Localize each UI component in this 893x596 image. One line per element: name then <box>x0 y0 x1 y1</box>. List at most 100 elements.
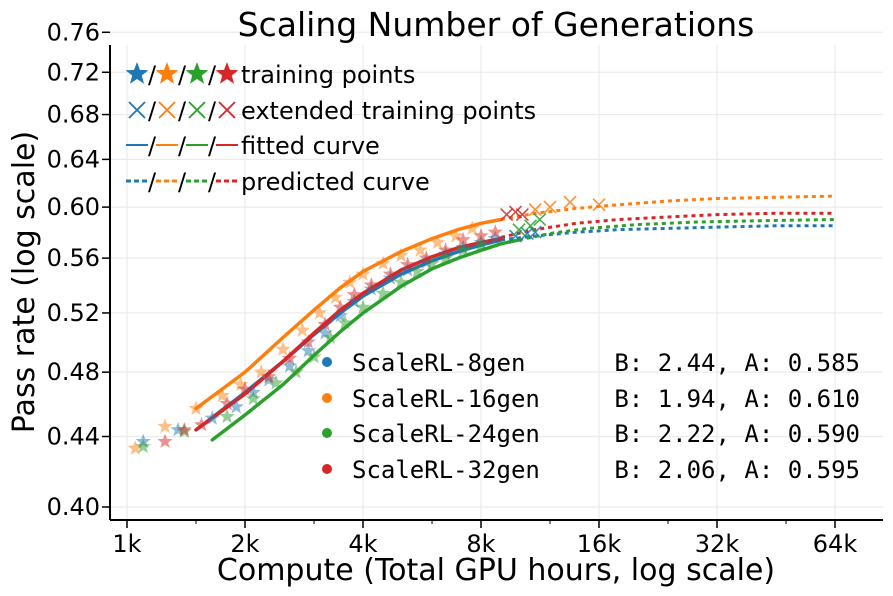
training-point <box>455 242 471 257</box>
training-point <box>300 342 316 358</box>
axes <box>109 45 883 521</box>
legend-series-dot <box>322 357 332 367</box>
legend-series-params: B: 2.06, A: 0.595 <box>614 456 860 484</box>
extended-point <box>520 226 534 241</box>
training-point <box>282 358 298 373</box>
extended-point <box>592 198 606 212</box>
y-tick-label: 0.56 <box>47 244 100 272</box>
training-point <box>300 333 316 349</box>
legend-series-dot <box>322 464 332 474</box>
training-point <box>393 247 409 262</box>
y-tick-label: 0.60 <box>47 193 100 221</box>
chart-title: Scaling Number of Generations <box>238 5 755 44</box>
legend-series-params: B: 2.44, A: 0.585 <box>614 349 860 377</box>
training-point <box>346 286 362 302</box>
y-tick-label: 0.52 <box>47 299 100 327</box>
training-point <box>127 440 143 455</box>
legend-x-icon <box>218 101 236 119</box>
training-point <box>317 325 333 340</box>
training-point <box>233 376 249 392</box>
training-point <box>455 231 471 247</box>
training-point <box>382 266 399 281</box>
legend-series-name: ScaleRL-16gen <box>352 385 540 413</box>
legend-slash: / <box>208 132 217 160</box>
training-point <box>448 228 464 243</box>
y-tick-label: 0.40 <box>47 493 100 521</box>
legend-star-icon <box>125 62 149 84</box>
training-point <box>438 242 454 257</box>
training-point <box>418 250 434 265</box>
legend-series-params: B: 2.22, A: 0.590 <box>614 420 860 448</box>
y-tick-label: 0.48 <box>47 358 100 386</box>
training-point <box>268 375 284 390</box>
x-tick-label: 64k <box>813 530 858 558</box>
training-point <box>157 433 173 449</box>
predicted-curve <box>500 211 835 239</box>
extended-point <box>528 203 542 217</box>
training-point <box>275 341 291 356</box>
legend-series-name: ScaleRL-8gen <box>352 349 525 377</box>
legend-slash: / <box>148 168 157 196</box>
training-point <box>322 329 338 345</box>
legend-series: ScaleRL-8gen B: 2.44, A: 0.585 ScaleRL-16g… <box>322 349 860 484</box>
training-point <box>355 266 371 281</box>
training-point <box>306 348 322 364</box>
y-tick-label: 0.76 <box>47 18 100 46</box>
legend-series-dot <box>322 393 332 403</box>
training-point <box>393 274 409 289</box>
legend-slash: / <box>178 61 187 89</box>
training-point <box>487 230 503 246</box>
extended-point <box>512 223 526 237</box>
legend-slash: / <box>148 61 157 89</box>
training-point <box>424 255 440 270</box>
x-axis-label: Compute (Total GPU hours, log scale) <box>217 553 775 588</box>
points <box>127 195 606 455</box>
training-point <box>176 421 192 437</box>
training-point <box>375 255 391 270</box>
legend-marker-label: training points <box>241 61 415 89</box>
x-tick-label: 16k <box>577 530 622 558</box>
training-point <box>400 256 416 272</box>
extended-point <box>528 225 542 239</box>
extended-point <box>563 195 577 209</box>
y-tick-label: 0.68 <box>47 101 100 129</box>
extended-point <box>543 200 557 214</box>
x-tick-label: 1k <box>112 530 141 558</box>
predicted-curve <box>500 224 835 242</box>
y-tick-label: 0.72 <box>47 58 100 86</box>
training-point <box>317 316 333 331</box>
legend-marker-label: predicted curve <box>241 168 430 196</box>
training-point <box>346 293 362 309</box>
extended-point <box>523 219 538 233</box>
legend-series-name: ScaleRL-32gen <box>352 456 540 484</box>
extended-point <box>508 229 523 243</box>
legend-slash: / <box>208 97 217 125</box>
legend-slash: / <box>178 168 187 196</box>
training-point <box>204 410 220 425</box>
training-point <box>430 234 446 249</box>
training-point <box>135 438 151 454</box>
y-tick-label: 0.44 <box>47 423 100 451</box>
training-point <box>375 285 391 300</box>
extended-point <box>515 207 529 222</box>
legend-slash: / <box>208 168 217 196</box>
legend-series-dot <box>322 428 332 438</box>
extended-point <box>508 205 523 219</box>
training-point <box>219 408 235 424</box>
training-point <box>214 387 230 403</box>
legend-x-icon <box>188 101 206 119</box>
legend-slash: / <box>178 132 187 160</box>
x-tick-label: 8k <box>466 530 495 558</box>
legend-star-icon <box>185 62 209 84</box>
training-point <box>157 418 173 433</box>
training-point <box>464 220 480 235</box>
training-point <box>487 224 503 239</box>
training-point <box>261 368 277 384</box>
training-point <box>294 322 310 337</box>
extended-point <box>533 212 547 227</box>
training-point <box>194 416 210 432</box>
legend-star-icon <box>155 62 179 84</box>
grid <box>110 31 883 520</box>
training-point <box>473 228 489 243</box>
